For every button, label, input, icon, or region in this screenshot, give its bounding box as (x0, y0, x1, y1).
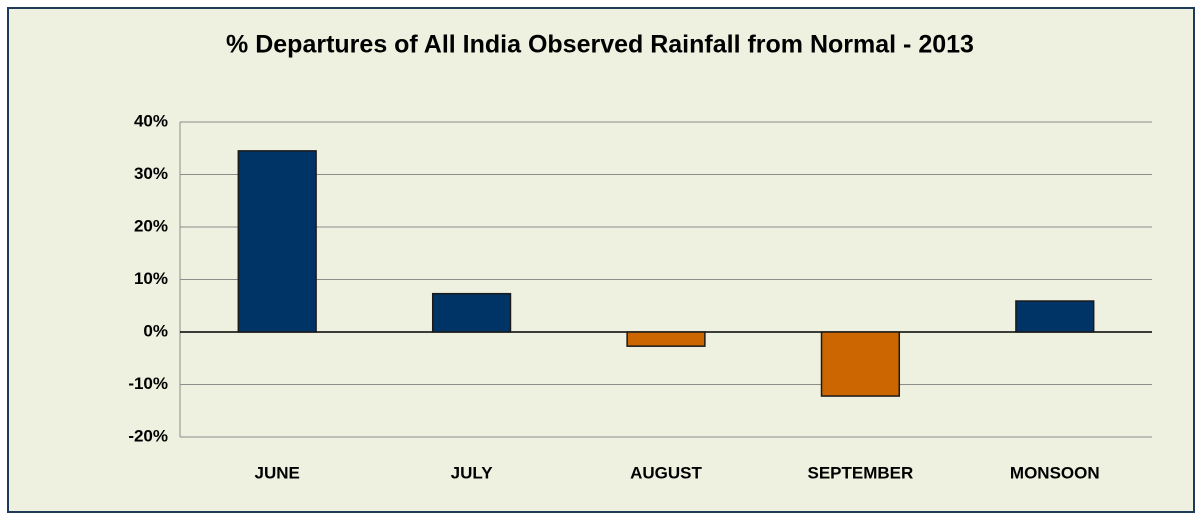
bar (431, 292, 512, 333)
y-tick-label: 0% (143, 321, 168, 340)
x-tick-label: MONSOON (1010, 463, 1100, 482)
y-tick-label: 20% (134, 216, 168, 235)
y-tick-label: 10% (134, 269, 168, 288)
y-tick-label: 30% (134, 164, 168, 183)
y-tick-label: -10% (128, 374, 168, 393)
bar (237, 150, 317, 333)
bar (626, 331, 706, 347)
x-tick-label: JUNE (255, 463, 300, 482)
bar (820, 331, 901, 397)
x-tick-label: AUGUST (630, 463, 702, 482)
y-tick-label: -20% (128, 426, 168, 445)
bar (1015, 300, 1095, 333)
y-tick-label: 40% (134, 111, 168, 130)
chart-frame (7, 7, 1195, 513)
chart-title: % Departures of All India Observed Rainf… (226, 31, 974, 59)
x-tick-label: JULY (451, 463, 494, 482)
x-tick-label: SEPTEMBER (808, 463, 914, 482)
